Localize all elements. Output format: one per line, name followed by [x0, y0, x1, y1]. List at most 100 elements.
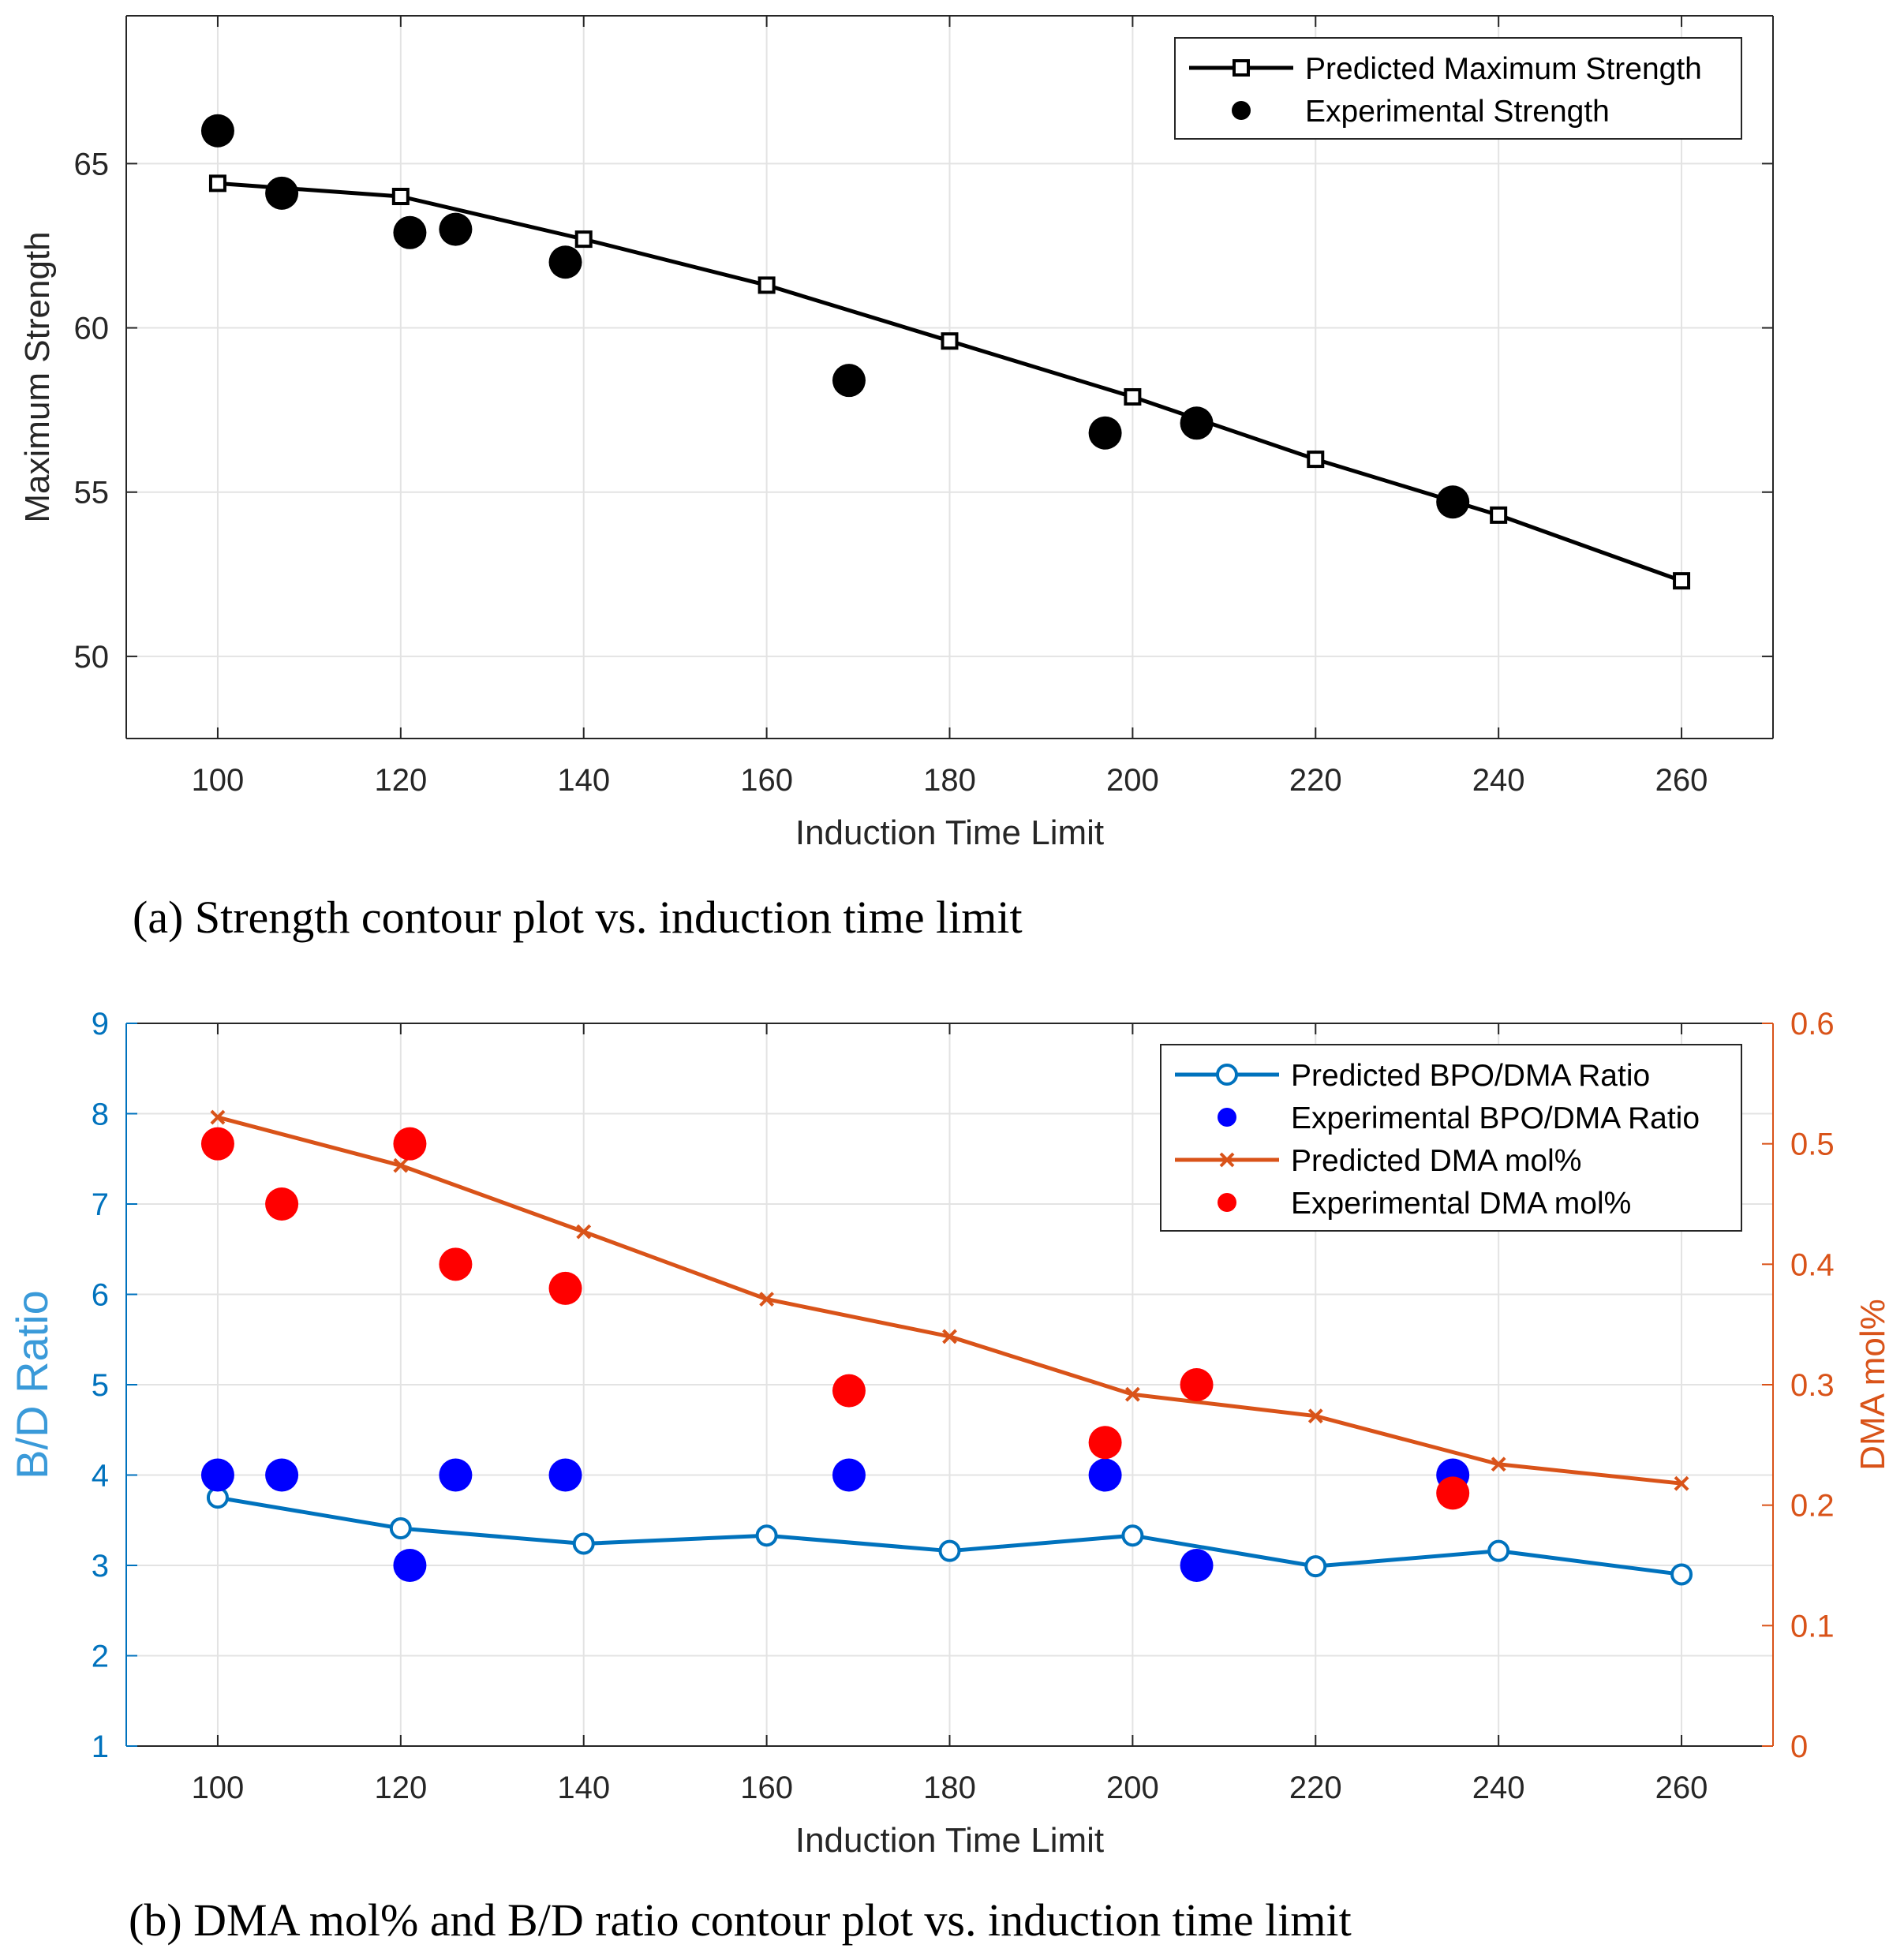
data-point — [1180, 406, 1214, 440]
data-point — [208, 174, 226, 193]
x-tick-label: 140 — [557, 1771, 610, 1805]
x-tick-label: 160 — [740, 763, 793, 798]
data-point — [832, 1374, 866, 1408]
legend-label: Experimental Strength — [1305, 95, 1610, 129]
panel-b-ratio-chart: 100 120 140 160 180 200 220 240 260 1 2 3 4 5 6 7 8 9 0 0.1… — [7, 1007, 1892, 1860]
data-point — [1121, 1524, 1144, 1547]
data-point — [200, 1127, 234, 1161]
data-point — [439, 1247, 473, 1281]
data-point — [548, 245, 582, 279]
y-tick-label: 55 — [74, 476, 110, 510]
y-right-tick-label: 0.6 — [1790, 1007, 1835, 1041]
y-tick-label: 65 — [74, 147, 110, 181]
y-tick-label: 9 — [92, 1007, 109, 1041]
data-point — [393, 1127, 427, 1161]
data-point — [1490, 506, 1508, 524]
data-point — [1180, 1368, 1214, 1401]
data-point — [439, 1458, 473, 1492]
data-point — [574, 230, 593, 249]
data-point — [1670, 1563, 1693, 1586]
data-point — [832, 1458, 866, 1492]
legend-marker — [1232, 101, 1251, 120]
data-point — [210, 1109, 226, 1125]
legend-label: Predicted BPO/DMA Ratio — [1291, 1059, 1650, 1093]
data-point — [755, 1524, 778, 1547]
data-point — [1180, 1549, 1214, 1582]
data-point — [1436, 485, 1470, 519]
x-axis-label: Induction Time Limit — [795, 1821, 1104, 1860]
data-point — [1307, 1408, 1323, 1424]
legend-marker — [1233, 59, 1250, 77]
series-1 — [200, 1458, 1470, 1582]
data-point — [1673, 572, 1691, 590]
y-right-tick-label: 0.5 — [1790, 1127, 1835, 1162]
y-tick-label: 50 — [74, 640, 110, 675]
legend-marker — [1218, 1108, 1236, 1127]
data-point — [265, 1458, 299, 1492]
data-point — [1436, 1476, 1470, 1510]
data-point — [1088, 1426, 1122, 1460]
y-right-tick-label: 0.1 — [1790, 1609, 1835, 1643]
series-2 — [210, 1109, 1689, 1491]
y-axis-label-right: DMA mol% — [1854, 1299, 1892, 1471]
data-point — [757, 276, 776, 294]
legend-label: Experimental DMA mol% — [1291, 1187, 1631, 1221]
data-point — [200, 1458, 234, 1492]
x-tick-label: 120 — [374, 1771, 427, 1805]
data-point — [393, 1549, 427, 1582]
x-tick-label: 120 — [374, 763, 427, 798]
legend: Predicted BPO/DMA Ratio Experimental BPO/… — [1160, 1044, 1742, 1232]
data-point — [938, 1539, 961, 1562]
data-point — [759, 1292, 775, 1307]
data-point — [1124, 387, 1142, 406]
data-point — [576, 1224, 592, 1240]
y-right-tick-label: 0 — [1790, 1730, 1808, 1764]
x-tick-label: 180 — [923, 1771, 976, 1805]
data-point — [200, 114, 234, 148]
data-point — [391, 188, 410, 205]
series-3 — [200, 1127, 1470, 1510]
legend-marker — [1219, 1152, 1235, 1168]
data-point — [1124, 1386, 1140, 1402]
data-point — [1304, 1555, 1327, 1578]
series-0 — [206, 1486, 1693, 1586]
y-tick-label: 3 — [92, 1549, 109, 1584]
legend-marker — [1216, 1064, 1238, 1086]
y-axis-label: Maximum Strength — [18, 231, 57, 522]
data-point — [1491, 1457, 1506, 1472]
x-tick-label: 220 — [1289, 1771, 1342, 1805]
x-tick-label: 220 — [1289, 763, 1342, 798]
x-tick-label: 260 — [1655, 763, 1708, 798]
legend-marker — [1218, 1193, 1236, 1212]
y-tick-label: 8 — [92, 1098, 109, 1132]
series-1 — [200, 114, 1470, 519]
legend-label: Experimental BPO/DMA Ratio — [1291, 1101, 1700, 1135]
y-tick-label: 7 — [92, 1187, 109, 1222]
legend-label: Predicted DMA mol% — [1291, 1144, 1581, 1178]
y-tick-label: 4 — [92, 1459, 109, 1494]
x-tick-label: 240 — [1472, 763, 1525, 798]
data-point — [439, 212, 473, 246]
y-right-tick-label: 0.3 — [1790, 1368, 1835, 1403]
panel-a-strength-chart: 100 120 140 160 180 200 220 240 260 50 55 60 65 Induc… — [18, 15, 1774, 852]
x-tick-label: 100 — [192, 763, 245, 798]
data-point — [942, 1329, 957, 1344]
data-point — [1088, 1458, 1122, 1492]
data-point — [572, 1532, 595, 1555]
y-right-tick-label: 0.4 — [1790, 1247, 1835, 1282]
y-tick-label: 2 — [92, 1640, 109, 1674]
data-point — [1088, 416, 1122, 450]
x-axis-label: Induction Time Limit — [795, 813, 1104, 852]
x-tick-label: 200 — [1106, 763, 1159, 798]
y-axis-label: B/D Ratio — [7, 1290, 57, 1479]
data-point — [832, 364, 866, 398]
x-tick-label: 140 — [557, 763, 610, 798]
legend-label: Predicted Maximum Strength — [1305, 52, 1702, 86]
data-point — [265, 1187, 299, 1221]
data-point — [1487, 1539, 1510, 1562]
y-tick-label: 6 — [92, 1278, 109, 1313]
x-tick-label: 100 — [192, 1771, 245, 1805]
legend: Predicted Maximum Strength Experimental S… — [1174, 37, 1742, 140]
